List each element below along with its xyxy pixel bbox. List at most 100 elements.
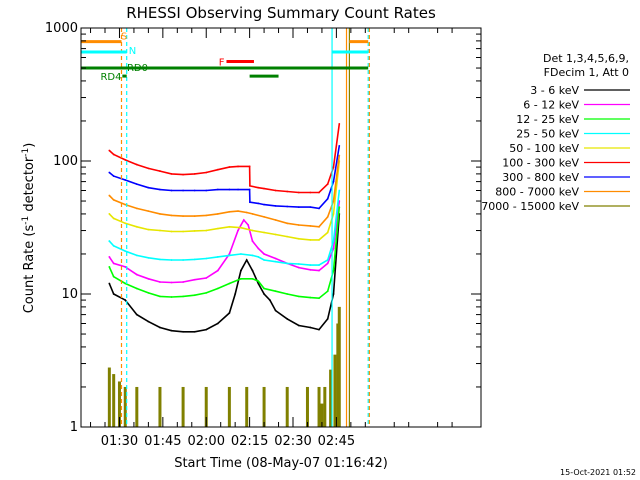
legend-entry-label: 300 - 800 keV bbox=[502, 171, 579, 184]
data-point bbox=[263, 259, 265, 261]
data-point bbox=[326, 231, 329, 234]
y-axis-label: Count Rate (s-1 detector-1) bbox=[21, 143, 37, 314]
data-point bbox=[124, 222, 127, 225]
data-point bbox=[338, 123, 341, 125]
data-point bbox=[309, 206, 312, 209]
data-point bbox=[216, 322, 219, 325]
data-point bbox=[159, 295, 161, 298]
data-point bbox=[216, 227, 219, 230]
data-point bbox=[216, 287, 219, 290]
data-point bbox=[318, 207, 320, 210]
data-point bbox=[182, 230, 184, 233]
data-point bbox=[216, 256, 219, 258]
data-point bbox=[297, 206, 300, 209]
annotation-layer: SN RD0 F RD4 bbox=[81, 28, 370, 427]
flag-n-label: N bbox=[129, 46, 136, 57]
data-point bbox=[112, 198, 115, 201]
data-point bbox=[263, 203, 265, 206]
data-point bbox=[124, 282, 127, 285]
legend-entry-label: 50 - 100 keV bbox=[509, 142, 579, 155]
series-line bbox=[108, 155, 341, 228]
data-point bbox=[193, 258, 196, 261]
data-point bbox=[297, 224, 300, 226]
data-point bbox=[193, 215, 196, 218]
data-point bbox=[170, 296, 173, 298]
data-point bbox=[263, 231, 265, 234]
data-point bbox=[170, 230, 173, 233]
data-point bbox=[216, 269, 219, 272]
data-point bbox=[263, 287, 265, 290]
x-tick-label: 02:15 bbox=[231, 434, 268, 449]
data-point bbox=[332, 166, 335, 168]
data-point bbox=[205, 277, 208, 279]
data-point bbox=[135, 183, 138, 186]
data-point bbox=[251, 229, 254, 232]
data-point bbox=[263, 215, 265, 218]
data-point bbox=[297, 266, 300, 269]
series-5 bbox=[108, 160, 341, 241]
legend-entry-label: 6 - 12 keV bbox=[523, 99, 579, 112]
data-point bbox=[170, 329, 173, 332]
data-point bbox=[274, 309, 277, 312]
data-point bbox=[286, 317, 289, 320]
data-point bbox=[309, 264, 312, 266]
data-point bbox=[108, 240, 111, 242]
series-line bbox=[108, 160, 341, 241]
data-point bbox=[286, 222, 289, 225]
data-point bbox=[237, 165, 239, 168]
series-1 bbox=[108, 213, 341, 333]
data-point bbox=[251, 277, 254, 280]
data-point bbox=[205, 328, 208, 331]
data-point bbox=[249, 201, 251, 204]
data-point bbox=[286, 190, 289, 193]
data-point bbox=[193, 294, 196, 297]
data-point bbox=[124, 158, 127, 161]
data-point bbox=[326, 183, 329, 186]
data-point bbox=[274, 257, 277, 260]
data-point bbox=[135, 207, 138, 210]
data-point bbox=[228, 188, 231, 191]
data-point bbox=[205, 214, 208, 217]
data-point bbox=[326, 197, 329, 200]
data-point bbox=[147, 210, 150, 213]
data-point bbox=[257, 282, 260, 285]
data-point bbox=[124, 265, 127, 268]
data-point bbox=[274, 204, 277, 207]
data-layer bbox=[107, 123, 341, 427]
data-point bbox=[147, 167, 150, 170]
y-axis-label-sup-1: -1 bbox=[21, 216, 31, 225]
data-point bbox=[326, 262, 329, 265]
series-7 bbox=[108, 144, 341, 210]
x-tick-label: 02:45 bbox=[318, 434, 355, 449]
data-point bbox=[108, 213, 111, 215]
legend-entry-label: 100 - 300 keV bbox=[502, 157, 579, 170]
data-point bbox=[318, 264, 320, 266]
data-point bbox=[247, 224, 250, 226]
data-point bbox=[205, 291, 208, 294]
data-point bbox=[332, 200, 335, 202]
data-point bbox=[326, 290, 329, 293]
data-point bbox=[332, 213, 335, 215]
data-point bbox=[182, 173, 184, 176]
data-point bbox=[216, 213, 219, 215]
data-point bbox=[338, 189, 341, 192]
data-point bbox=[193, 330, 196, 333]
data-point bbox=[234, 293, 237, 295]
chart-title: RHESSI Observing Summary Count Rates bbox=[126, 4, 436, 22]
legend: Det 1,3,4,5,6,9, FDecim 1, Att 0 3 - 6 k… bbox=[481, 52, 630, 213]
data-point bbox=[257, 186, 260, 189]
data-point bbox=[309, 225, 312, 227]
data-point bbox=[170, 189, 173, 192]
data-point bbox=[297, 237, 300, 240]
flag-rd4-label: RD4 bbox=[100, 72, 121, 83]
data-point bbox=[108, 265, 111, 268]
data-point bbox=[309, 326, 312, 329]
data-point bbox=[147, 186, 150, 189]
data-point bbox=[332, 269, 335, 272]
data-point bbox=[242, 219, 245, 221]
data-point bbox=[245, 211, 248, 214]
data-point bbox=[251, 254, 254, 257]
legend-header-line-1: Det 1,3,4,5,6,9, bbox=[543, 52, 629, 65]
data-point bbox=[240, 277, 242, 280]
